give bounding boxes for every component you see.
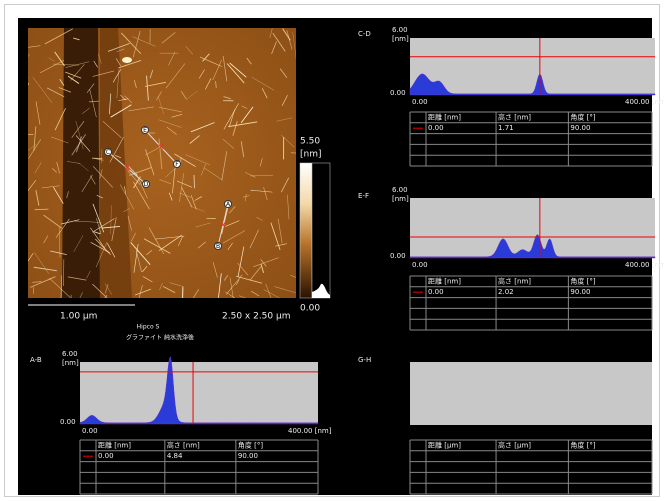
caption: Hipco S (137, 324, 160, 331)
color-max: 5.50 (300, 137, 320, 147)
table-header: 高さ [µm] (498, 440, 531, 449)
table-header: 距離 [nm] (428, 112, 461, 121)
table-header: 角度 [°] (238, 440, 263, 449)
profile-plot (410, 38, 655, 95)
nanotube (35, 209, 49, 210)
table-header: 高さ [nm] (498, 276, 531, 285)
size-label: 2.50 x 2.50 µm (222, 312, 290, 322)
profile-title: E-F (358, 192, 369, 200)
table-header: 高さ [nm] (498, 112, 531, 121)
afm-image (12, 28, 319, 315)
y-max: 6.00 (392, 186, 408, 194)
marker-label: E (143, 127, 147, 134)
table-header: 角度 [°] (570, 112, 595, 121)
x-max: 400.00 [nm] (625, 98, 664, 106)
section-cross: × (219, 221, 227, 231)
table-cell: 0.00 (428, 124, 444, 132)
marker-label: C (106, 149, 110, 156)
y-min: 0.00 (390, 89, 406, 97)
profile-title: C-D (358, 30, 371, 38)
table-header: 高さ [nm] (167, 440, 200, 449)
table-cell: 90.00 (570, 124, 590, 132)
color-unit: [nm] (300, 150, 322, 160)
section-cross: × (157, 143, 165, 153)
x-min: 0.00 (412, 261, 428, 269)
table-header: 角度 [°] (570, 440, 595, 449)
y-max: 6.00 (392, 26, 408, 34)
profile-title: G-H (358, 356, 371, 364)
y-unit: [nm] (392, 195, 409, 203)
table-cell: 90.00 (238, 452, 258, 460)
x-max: 400.00 [nm] (625, 261, 664, 269)
profile-title: A-B (30, 356, 42, 364)
table-cell: 2.02 (498, 288, 514, 296)
table-header: 距離 [µm] (428, 440, 461, 449)
x-max: 400.00 [nm] (288, 427, 332, 435)
table-cell: 90.00 (570, 288, 590, 296)
scale-label: 1.00 µm (60, 312, 97, 322)
profile-plot (410, 362, 652, 425)
table-cell: 0.00 (428, 288, 444, 296)
table-header: 角度 [°] (570, 276, 595, 285)
table-header: 距離 [nm] (428, 276, 461, 285)
profile-plot (80, 362, 318, 424)
marker-label: D (144, 181, 149, 188)
table-cell: 1.71 (498, 124, 514, 132)
caption: グラファイト 純水洗浄後 (126, 334, 194, 342)
y-unit: [nm] (392, 35, 409, 43)
color-min: 0.00 (300, 304, 320, 314)
table-header: 距離 [nm] (98, 440, 131, 449)
y-min: 0.00 (390, 252, 406, 260)
y-min: 0.00 (60, 418, 76, 426)
section-cross: × (123, 164, 131, 174)
marker-label: F (175, 161, 179, 168)
histogram-box (312, 163, 330, 298)
nanotube (194, 175, 195, 188)
page: {"image": {"scale_bar": "1.00 µm", "size… (0, 0, 664, 501)
x-min: 0.00 (412, 98, 428, 106)
table-cell: 0.00 (98, 452, 114, 460)
y-unit: [nm] (62, 359, 79, 367)
table-cell: 4.84 (167, 452, 183, 460)
nanotube (89, 101, 99, 102)
marker-label: B (216, 243, 220, 250)
app-window: 5.50 [nm] 0.00 1.00 µm 2.50 x 2.50 µm Hi… (0, 0, 664, 501)
x-min: 0.00 (82, 427, 98, 435)
y-max: 6.00 (62, 350, 78, 358)
color-bar (300, 163, 312, 298)
